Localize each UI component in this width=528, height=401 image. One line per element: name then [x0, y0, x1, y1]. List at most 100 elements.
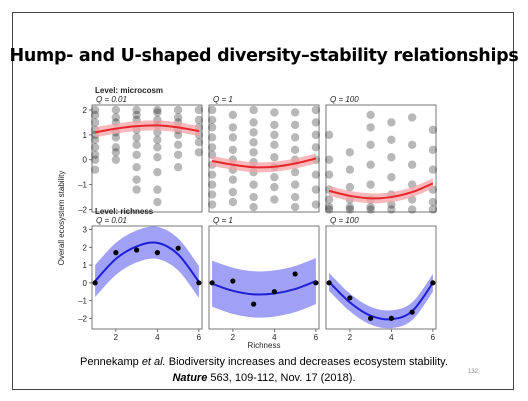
y-tick-label: –1: [78, 181, 87, 190]
data-point: [228, 133, 238, 142]
data-point: [132, 175, 141, 184]
citation-details: 563, 109-112, Nov. 17 (2018).: [207, 372, 356, 384]
panel-q-label: Q = 1: [213, 95, 233, 104]
data-point: [368, 315, 374, 321]
data-point: [230, 278, 236, 284]
data-point: [173, 163, 183, 172]
level-label: Level: richness: [95, 207, 154, 216]
data-point: [153, 135, 162, 145]
data-point: [388, 315, 394, 321]
data-point: [153, 105, 162, 115]
data-point: [228, 197, 238, 207]
data-point: [207, 170, 217, 179]
data-point: [249, 118, 258, 127]
data-point: [311, 130, 321, 140]
citation-journal: Nature: [172, 372, 208, 384]
data-point: [153, 153, 162, 162]
citation-line-2: Nature 563, 109-112, Nov. 17 (2018).: [0, 372, 528, 384]
data-point: [428, 197, 438, 207]
y-tick-label: 1: [83, 261, 88, 270]
fit-line: [328, 281, 434, 321]
data-point: [207, 190, 217, 199]
data-point: [207, 200, 217, 209]
data-point: [270, 120, 279, 130]
data-point: [153, 185, 162, 194]
data-point: [345, 148, 355, 157]
data-point: [270, 172, 279, 182]
data-point: [270, 195, 279, 204]
data-point: [290, 145, 300, 154]
data-point: [207, 180, 217, 189]
y-tick-label: 3: [83, 226, 88, 235]
data-point: [407, 113, 417, 122]
data-point: [153, 197, 162, 207]
data-point: [324, 202, 334, 212]
data-point: [132, 150, 141, 159]
data-point: [387, 153, 396, 162]
data-point: [324, 130, 334, 140]
data-point: [387, 172, 396, 182]
data-point: [90, 135, 100, 145]
data-point: [326, 280, 332, 286]
data-point: [428, 165, 438, 174]
data-point: [387, 205, 396, 214]
data-point: [90, 110, 100, 120]
data-point: [249, 202, 258, 212]
data-point: [290, 167, 300, 177]
data-point: [228, 110, 238, 120]
y-tick-label: 1: [83, 131, 88, 140]
fit-line: [94, 241, 200, 283]
fit-line: [211, 280, 317, 296]
data-point: [292, 271, 298, 277]
data-point: [311, 143, 321, 152]
data-point: [111, 113, 121, 122]
data-point: [366, 180, 375, 189]
y-tick-label: –2: [78, 314, 87, 323]
data-point: [311, 118, 321, 127]
x-tick-label: 4: [389, 333, 394, 342]
data-point: [111, 133, 121, 142]
data-point: [345, 205, 355, 214]
data-point: [207, 123, 217, 132]
data-point: [173, 130, 183, 140]
data-point: [132, 110, 141, 120]
slide-number: 132: [468, 369, 479, 375]
data-point: [173, 150, 183, 159]
y-tick-label: 0: [83, 279, 88, 288]
data-point: [111, 155, 121, 164]
data-point: [132, 140, 141, 150]
data-point: [311, 170, 321, 179]
confidence-band: [95, 120, 199, 138]
panel-q-label: Q = 1: [213, 216, 233, 225]
data-point: [407, 205, 417, 214]
data-point: [290, 133, 300, 142]
data-point: [270, 140, 279, 150]
data-point: [345, 182, 355, 192]
x-tick-label: 6: [314, 333, 319, 342]
data-point: [430, 280, 436, 286]
x-tick-label: 2: [231, 333, 236, 342]
data-point: [290, 192, 300, 202]
data-point: [132, 105, 141, 115]
data-point: [175, 245, 181, 251]
data-point: [132, 133, 141, 142]
data-point: [270, 108, 279, 117]
data-point: [249, 105, 258, 115]
data-point: [194, 148, 204, 157]
data-point: [366, 160, 375, 169]
data-point: [209, 280, 215, 286]
data-point: [228, 187, 238, 197]
data-point: [228, 145, 238, 154]
data-point: [153, 108, 162, 117]
data-point: [90, 105, 100, 115]
data-point: [194, 105, 204, 115]
data-point: [132, 185, 141, 194]
data-point: [251, 301, 257, 307]
citation-author: Pennekamp: [80, 356, 142, 368]
data-point: [173, 113, 183, 122]
data-point: [194, 115, 204, 125]
data-point: [428, 205, 438, 214]
x-tick-label: 2: [114, 333, 119, 342]
confidence-band: [212, 257, 316, 318]
